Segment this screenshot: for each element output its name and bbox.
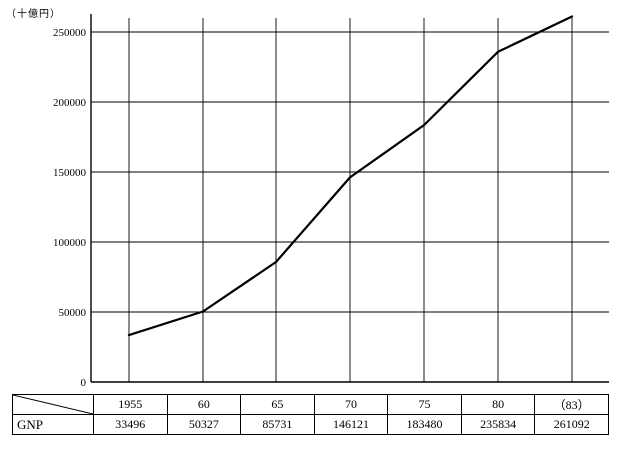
y-tick-label: 50000 xyxy=(59,307,87,319)
y-tick-label: 100000 xyxy=(53,237,87,249)
table-header-cell: 65 xyxy=(240,394,315,415)
y-tick-label: 150000 xyxy=(53,167,87,179)
table-value-cell: 33496 xyxy=(93,414,168,435)
table-value-cell: 183480 xyxy=(387,414,462,435)
gnp-data-point xyxy=(348,176,352,179)
line-chart: 0 50000 100000 150000 200000 250000 xyxy=(53,14,609,389)
corner-diagonal xyxy=(13,395,93,414)
table-corner-cell xyxy=(12,394,94,415)
table-value-cell: 50327 xyxy=(166,414,242,435)
table-value-cell: 261092 xyxy=(534,414,609,435)
gnp-series xyxy=(127,15,574,337)
chart-grid xyxy=(91,18,609,382)
table-header-cell: （83） xyxy=(534,394,609,415)
chart-axes xyxy=(90,14,609,383)
gnp-data-point xyxy=(422,124,426,127)
table-data-row: GNP 33496 50327 85731 146121 183480 2358… xyxy=(12,414,609,435)
table-header-cell: 60 xyxy=(166,394,242,415)
table-header-cell: 75 xyxy=(387,394,462,415)
gnp-data-point xyxy=(201,310,205,313)
table-header-row: 1955 60 65 70 75 80 （83） xyxy=(12,394,609,415)
gnp-data-table: 1955 60 65 70 75 80 （83） GNP 33496 50327… xyxy=(12,394,609,435)
gnp-data-point xyxy=(570,15,574,18)
y-tick-labels: 0 50000 100000 150000 200000 250000 xyxy=(53,27,87,389)
table-value-cell: 85731 xyxy=(240,414,315,435)
table-header-cell: 1955 xyxy=(93,394,168,415)
table-value-cell: 146121 xyxy=(313,414,389,435)
table-header-cell: 80 xyxy=(460,394,536,415)
gnp-data-point xyxy=(127,334,131,337)
gnp-line xyxy=(127,15,574,337)
y-tick-label: 200000 xyxy=(53,97,87,109)
y-tick-label: 0 xyxy=(81,377,87,389)
y-axis-unit-label: （十億円） xyxy=(6,9,61,20)
y-tick-label: 250000 xyxy=(53,27,87,39)
table-value-cell: 235834 xyxy=(460,414,536,435)
table-header-cell: 70 xyxy=(313,394,389,415)
gnp-data-point xyxy=(274,260,278,264)
table-row-label: GNP xyxy=(12,414,94,435)
gnp-data-point xyxy=(496,50,500,53)
